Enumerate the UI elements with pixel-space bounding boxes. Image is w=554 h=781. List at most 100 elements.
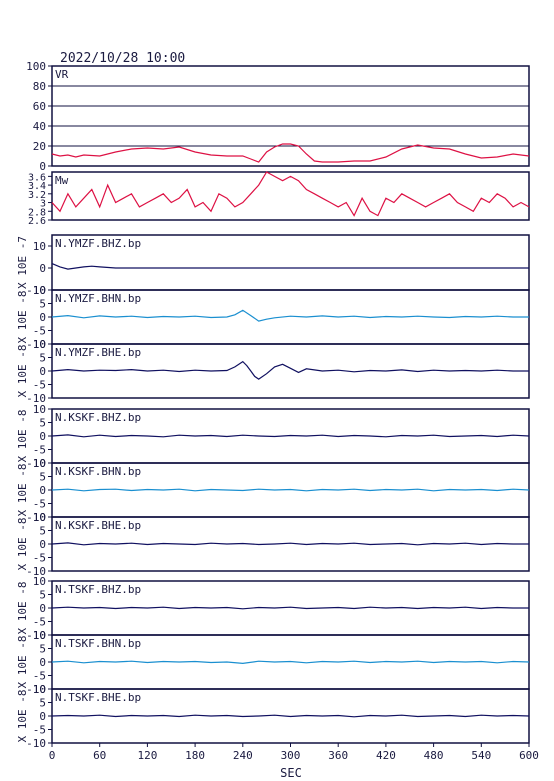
panel-frame: [51, 171, 530, 221]
y-tick-label: -10: [26, 629, 46, 642]
series-line: [51, 171, 530, 217]
y-tick-label: 5: [39, 697, 46, 710]
y-tick-label: -10: [26, 683, 46, 696]
y-tick-label: 0: [39, 484, 46, 497]
series-line: [51, 360, 529, 380]
y-tick-label: 3.4: [28, 181, 46, 192]
y-tick-label: -5: [33, 325, 46, 338]
y-tick-label: 2.8: [28, 207, 46, 218]
panel-1: 2.62.833.23.43.6 Mw: [28, 171, 530, 227]
y-tick-label: 0: [39, 365, 46, 378]
y-tick-label: 10: [33, 629, 46, 642]
y-tick-label: 10: [33, 240, 46, 253]
panel-label: Mw: [55, 174, 69, 187]
panel-label: N.KSKF.BHN.bp: [55, 465, 141, 478]
y-tick-label: -5: [33, 498, 46, 511]
panel-label: N.YMZF.BHN.bp: [55, 292, 141, 305]
series-line: [51, 714, 530, 718]
y-unit-label: X 10E -8: [16, 582, 29, 635]
y-tick-label: 10: [33, 403, 46, 416]
y-tick-label: -10: [26, 565, 46, 578]
y-tick-label: 5: [39, 471, 46, 484]
panel-label: VR: [55, 68, 69, 81]
y-tick-label: 0: [39, 160, 46, 173]
y-unit-label: X 10E -8: [16, 690, 29, 743]
series-line: [51, 606, 529, 610]
y-tick-label: 10: [33, 457, 46, 470]
y-tick-label: 5: [39, 525, 46, 538]
y-tick-label: -5: [33, 670, 46, 683]
series-line: [51, 263, 529, 270]
y-tick-label: -10: [26, 284, 46, 297]
y-tick-label: -5: [33, 616, 46, 629]
panel-frame: [51, 65, 530, 167]
x-tick-label: 0: [49, 749, 56, 762]
series-line: [51, 309, 529, 322]
y-tick-label: 5: [39, 352, 46, 365]
y-tick-label: 3.2: [28, 190, 46, 201]
y-tick-label: 10: [33, 284, 46, 297]
panel-label: N.KSKF.BHZ.bp: [55, 411, 141, 424]
y-tick-label: 5: [39, 417, 46, 430]
series-line: [51, 488, 530, 492]
panel-label: N.YMZF.BHZ.bp: [55, 237, 141, 250]
y-tick-label: 10: [33, 575, 46, 588]
x-axis-label: SEC: [280, 766, 302, 780]
series-line: [51, 143, 530, 163]
header-datetime: 2022/10/28 10:00: [60, 51, 185, 66]
y-tick-label: 0: [39, 430, 46, 443]
panel-label: N.KSKF.BHE.bp: [55, 519, 141, 532]
y-tick-label: 60: [33, 100, 46, 113]
y-tick-label: 40: [33, 120, 46, 133]
y-tick-label: 80: [33, 80, 46, 93]
series-line: [51, 542, 529, 546]
panel-2: -10 0 10 X 10E -7 N.YMZF.BHZ.bp: [16, 234, 530, 297]
y-tick-label: 100: [26, 60, 46, 73]
x-tick-label: 60: [93, 749, 106, 762]
y-tick-label: 5: [39, 643, 46, 656]
y-tick-label: -10: [26, 737, 46, 750]
y-tick-label: -10: [26, 392, 46, 405]
panel-label: N.TSKF.BHN.bp: [55, 637, 141, 650]
x-tick-label: 540: [471, 749, 491, 762]
y-tick-label: 5: [39, 589, 46, 602]
panel-label: N.TSKF.BHZ.bp: [55, 583, 141, 596]
y-tick-label: -10: [26, 457, 46, 470]
y-tick-label: 10: [33, 338, 46, 351]
y-tick-label: 0: [39, 538, 46, 551]
y-unit-label: X 10E -8: [16, 291, 29, 344]
x-tick-label: 480: [424, 749, 444, 762]
y-unit-label: X 10E -8: [16, 464, 29, 517]
y-unit-label: X 10E -8: [16, 410, 29, 463]
panel-0: 0 20 40 60 80 100 VR: [26, 60, 530, 173]
y-tick-label: 5: [39, 298, 46, 311]
y-tick-label: 0: [39, 262, 46, 275]
series-line: [51, 660, 530, 665]
panel-label: N.TSKF.BHE.bp: [55, 691, 141, 704]
y-tick-label: -5: [33, 444, 46, 457]
y-tick-label: 2.6: [28, 216, 46, 227]
y-unit-label: X 10E -8: [16, 345, 29, 398]
x-tick-label: 300: [281, 749, 301, 762]
y-unit-label: X 10E -7: [16, 236, 29, 289]
x-tick-label: 360: [328, 749, 348, 762]
y-tick-label: -10: [26, 511, 46, 524]
y-unit-label: X 10E -8: [16, 518, 29, 571]
y-unit-label: X 10E -8: [16, 636, 29, 689]
y-tick-label: 10: [33, 683, 46, 696]
y-tick-label: -5: [33, 724, 46, 737]
y-tick-label: 0: [39, 602, 46, 615]
x-tick-label: 120: [137, 749, 157, 762]
series-line: [51, 434, 530, 438]
x-tick-label: 180: [185, 749, 205, 762]
panel-label: N.YMZF.BHE.bp: [55, 346, 141, 359]
